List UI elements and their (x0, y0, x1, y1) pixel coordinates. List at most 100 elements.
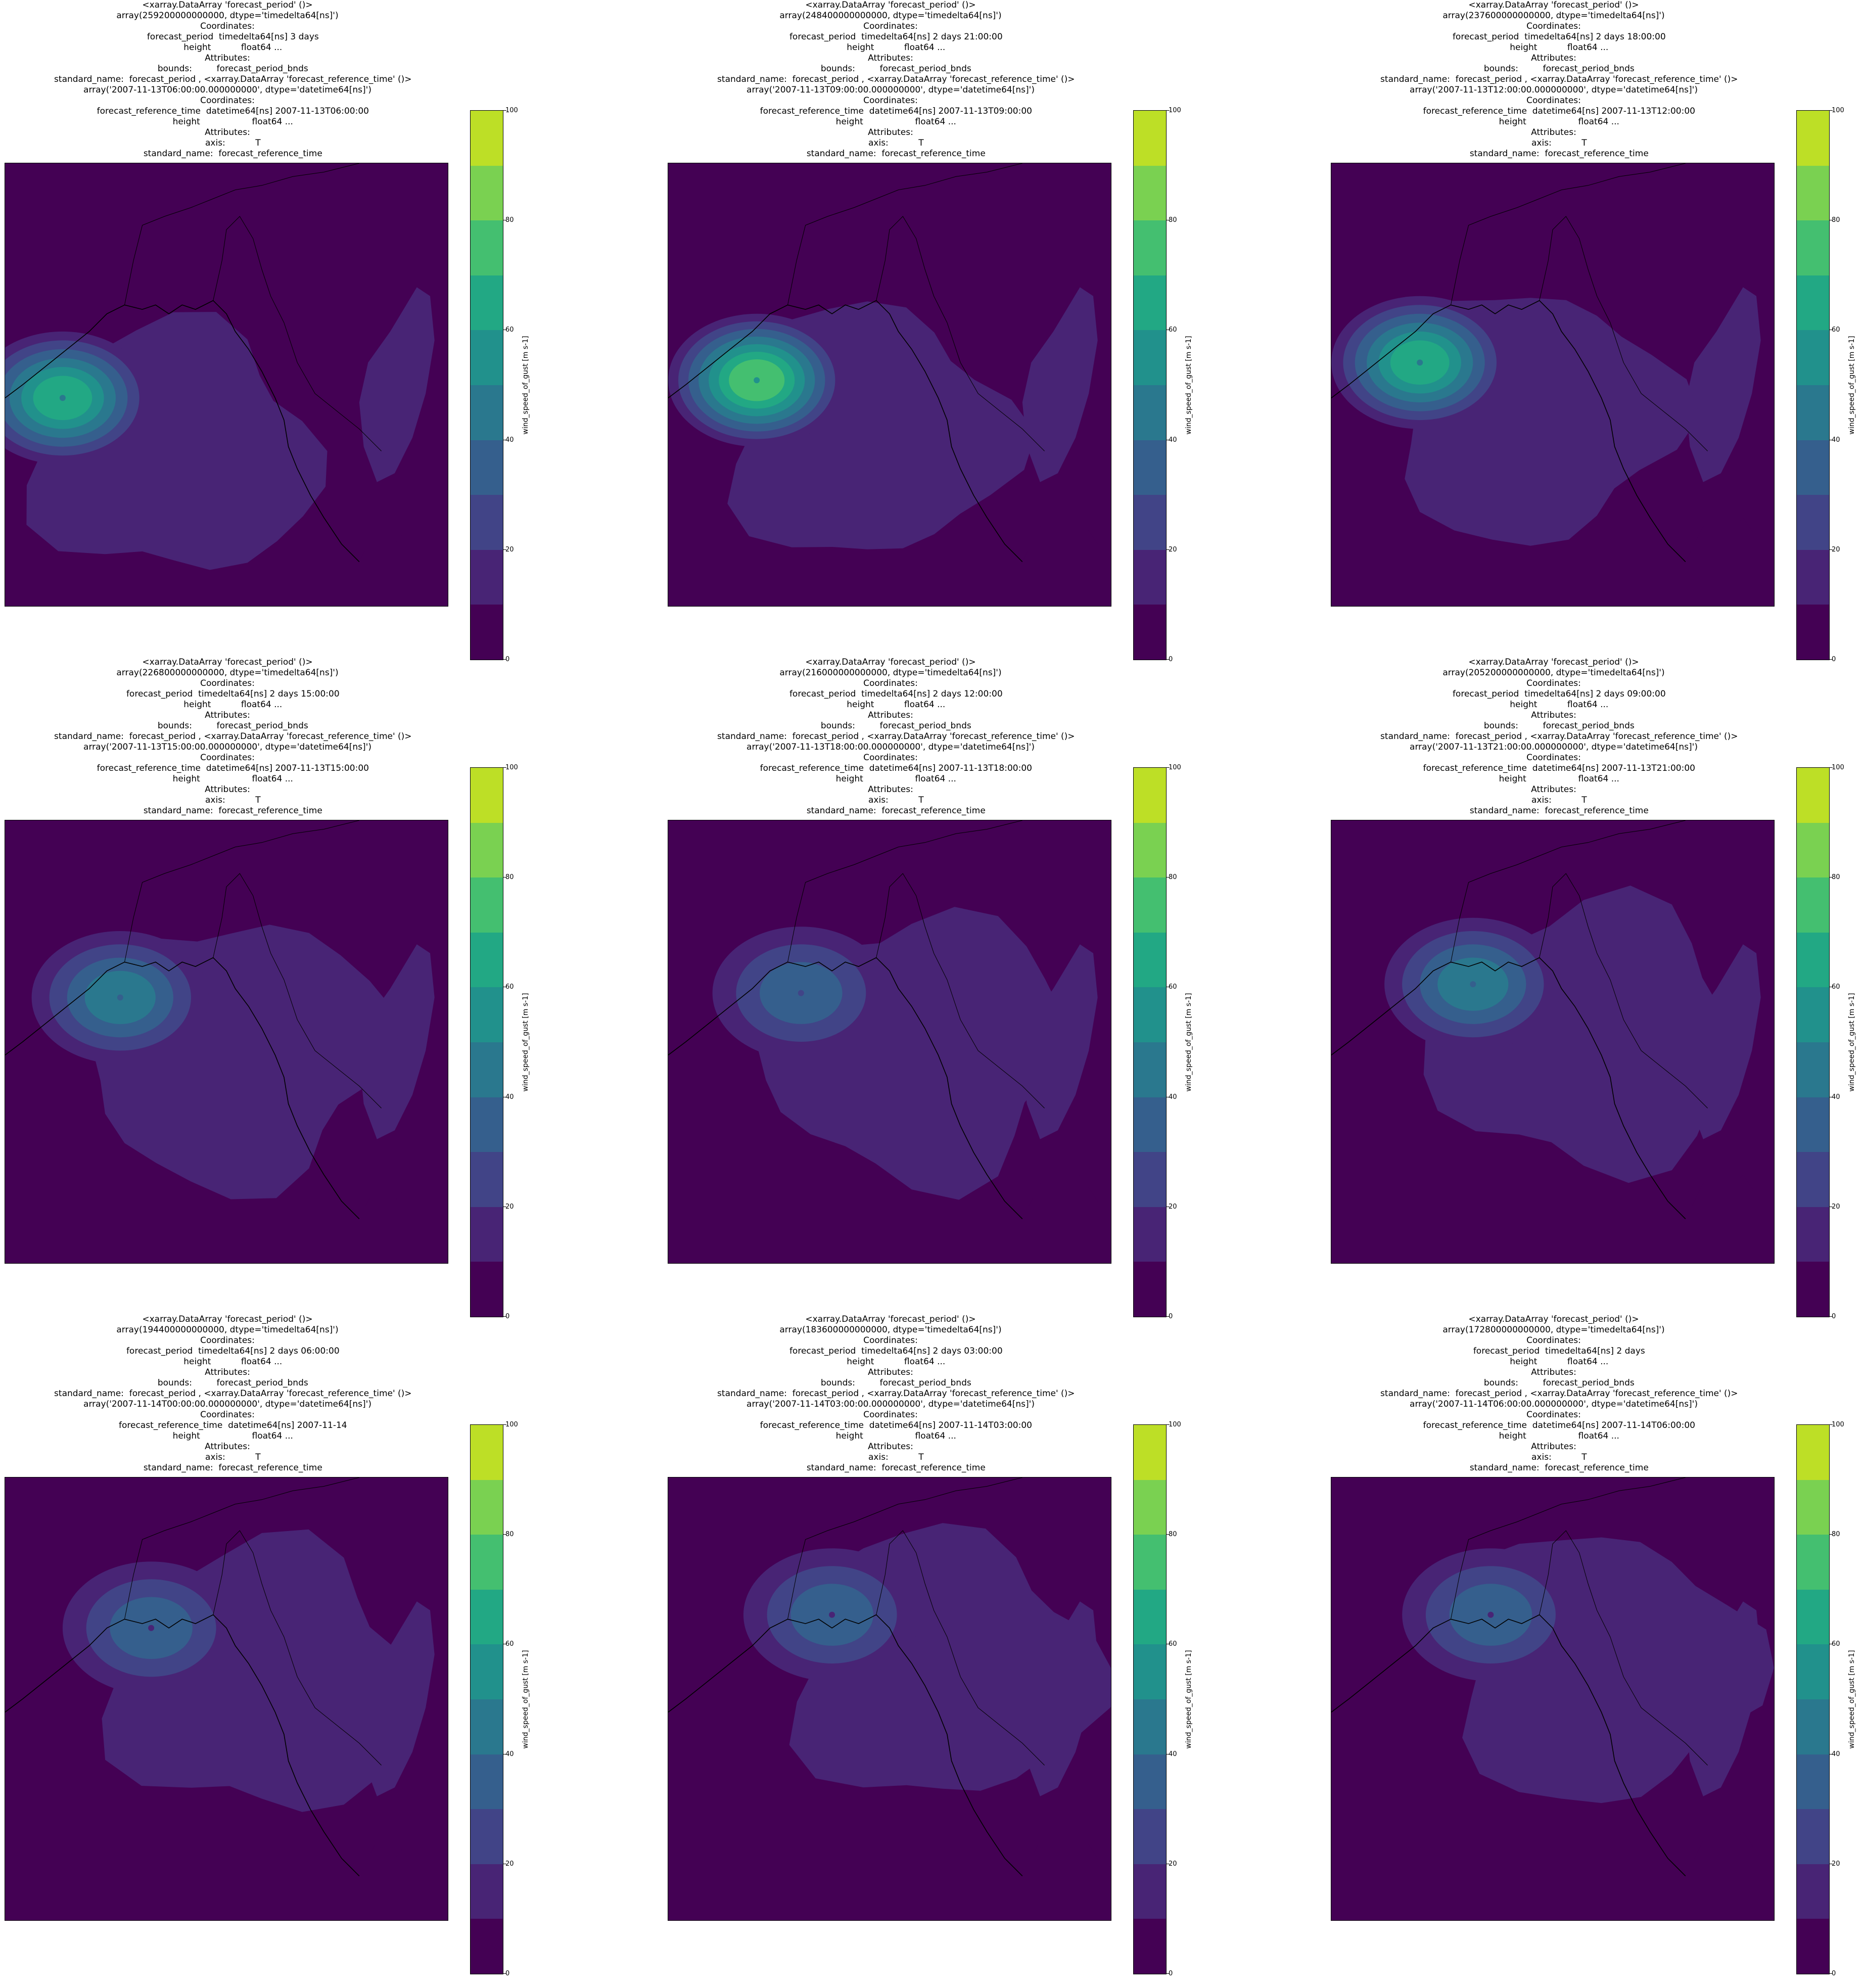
colorbar-segment (1797, 1207, 1829, 1262)
colorbar-tick-label: 100 (1169, 764, 1181, 771)
chart-title-line: forecast_period timedelta64[ns] 2 days 1… (778, 689, 1003, 699)
colorbar-segment (471, 1919, 503, 1974)
colorbar-segment (471, 1754, 503, 1810)
colorbar-tick-label: 40 (1169, 436, 1177, 444)
chart-title-line: Coordinates: (1526, 1410, 1581, 1420)
colorbar-tick-label: 60 (505, 326, 514, 334)
chart-title-line: height float64 ... (835, 42, 946, 53)
colorbar-tick-label: 20 (505, 545, 514, 553)
gust-map (5, 820, 448, 1264)
colorbar-segment (1134, 1425, 1166, 1480)
chart-title-line: <xarray.DataArray 'forecast_period' ()> (805, 0, 976, 10)
gust-map (5, 1477, 448, 1921)
colorbar-segment (1797, 165, 1829, 221)
gust-map-svg (5, 820, 448, 1263)
chart-title-line: forecast_reference_time datetime64[ns] 2… (1412, 106, 1695, 116)
colorbar-segment (1134, 605, 1166, 660)
colorbar-segment (471, 1262, 503, 1317)
colorbar-segment (1797, 1480, 1829, 1535)
chart-title-line: standard_name: forecast_reference_time (132, 806, 322, 816)
chart-title-line: forecast_reference_time datetime64[ns] 2… (749, 1420, 1032, 1430)
colorbar-segment (1134, 822, 1166, 878)
chart-title-line: Coordinates: (863, 1410, 918, 1420)
chart-title-line: height float64 ... (162, 774, 293, 784)
chart-title: <xarray.DataArray 'forecast_period' ()> a… (1326, 657, 1781, 816)
chart-title-line: height float64 ... (1488, 774, 1619, 784)
colorbar-segment (471, 549, 503, 605)
colorbar-segment (1797, 330, 1829, 385)
gust-map (668, 1477, 1111, 1921)
chart-panel: <xarray.DataArray 'forecast_period' ()> a… (0, 0, 621, 663)
colorbar-segment (1797, 1425, 1829, 1480)
colorbar-segment (1134, 932, 1166, 988)
colorbar-segment (1134, 1262, 1166, 1317)
chart-title-line: axis: T (1520, 1452, 1587, 1462)
colorbar-tick-label: 0 (505, 656, 510, 663)
colorbar-tick-mark (1167, 110, 1170, 111)
chart-panel: <xarray.DataArray 'forecast_period' ()> a… (1326, 1314, 1863, 1977)
chart-title-line: Coordinates: (200, 21, 255, 31)
colorbar-tick-label: 40 (1832, 1093, 1840, 1101)
chart-title-line: height float64 ... (1488, 1431, 1619, 1441)
colorbar (470, 1424, 503, 1974)
chart-title-line: bounds: forecast_period_bnds (147, 721, 308, 731)
chart-title-line: Coordinates: (1526, 1335, 1581, 1346)
colorbar-segment (1797, 987, 1829, 1042)
colorbar-segment (1134, 1919, 1166, 1974)
chart-title-line: standard_name: forecast_period , <xarray… (1369, 74, 1738, 84)
colorbar-segment (1797, 1042, 1829, 1097)
chart-title-line: array(237600000000000, dtype='timedelta6… (1442, 11, 1665, 21)
gust-map-svg (1331, 1477, 1774, 1920)
gust-region (1022, 287, 1098, 482)
gust-map-svg (668, 1477, 1111, 1920)
colorbar-segment (471, 1480, 503, 1535)
gust-map (1331, 1477, 1775, 1921)
chart-title-line: height float64 ... (1488, 117, 1619, 127)
land-field (5, 820, 448, 1219)
colorbar (470, 767, 503, 1317)
chart-title-line: <xarray.DataArray 'forecast_period' ()> (142, 657, 313, 667)
colorbar-label: wind_speed_of_gust [m s-1] (522, 1650, 530, 1749)
gust-region (1685, 287, 1761, 482)
chart-title-line: Coordinates: (200, 753, 255, 763)
gust-map (668, 163, 1111, 607)
country-border (1451, 820, 1686, 962)
colorbar-label: wind_speed_of_gust [m s-1] (1185, 1650, 1193, 1749)
colorbar-segment (1134, 385, 1166, 440)
cyclone-eye (798, 990, 804, 996)
colorbar-segment (1797, 111, 1829, 166)
chart-title-line: bounds: forecast_period_bnds (1473, 721, 1635, 731)
chart-title: <xarray.DataArray 'forecast_period' ()> a… (1326, 1314, 1781, 1473)
colorbar-segment (1134, 768, 1166, 823)
colorbar-segment (471, 440, 503, 495)
colorbar-segment (471, 330, 503, 385)
colorbar-tick-label: 0 (1832, 1313, 1836, 1320)
chart-title-line: height float64 ... (1499, 42, 1609, 53)
colorbar-segment (1797, 605, 1829, 660)
chart-title-line: standard_name: forecast_reference_time (132, 149, 322, 159)
chart-title-line: Attributes: (205, 784, 250, 795)
colorbar-tick-label: 0 (505, 1313, 510, 1320)
colorbar-tick-label: 20 (1169, 1203, 1177, 1211)
land-field (1331, 163, 1774, 562)
chart-title-line: standard_name: forecast_period , <xarray… (1369, 731, 1738, 742)
chart-title-line: axis: T (194, 795, 261, 805)
colorbar-segment (1134, 111, 1166, 166)
colorbar-tick-label: 40 (505, 436, 514, 444)
colorbar-tick-mark (503, 1534, 506, 1535)
gust-region (359, 287, 435, 482)
colorbar (1133, 110, 1167, 660)
chart-title-line: array(172800000000000, dtype='timedelta6… (1442, 1325, 1665, 1335)
colorbar-tick-label: 80 (1169, 216, 1177, 224)
colorbar-segment (1797, 822, 1829, 878)
colorbar-tick-label: 20 (505, 1203, 514, 1211)
colorbar-tick-label: 60 (1832, 1640, 1840, 1648)
colorbar-segment (471, 165, 503, 221)
cyclone-eye (117, 994, 123, 1001)
colorbar-segment (1134, 549, 1166, 605)
colorbar-segment (1797, 440, 1829, 495)
colorbar-tick-label: 60 (1169, 983, 1177, 991)
colorbar-tick-label: 60 (505, 1640, 514, 1648)
chart-title-line: Attributes: (868, 784, 913, 795)
chart-title-line: array(194400000000000, dtype='timedelta6… (116, 1325, 339, 1335)
